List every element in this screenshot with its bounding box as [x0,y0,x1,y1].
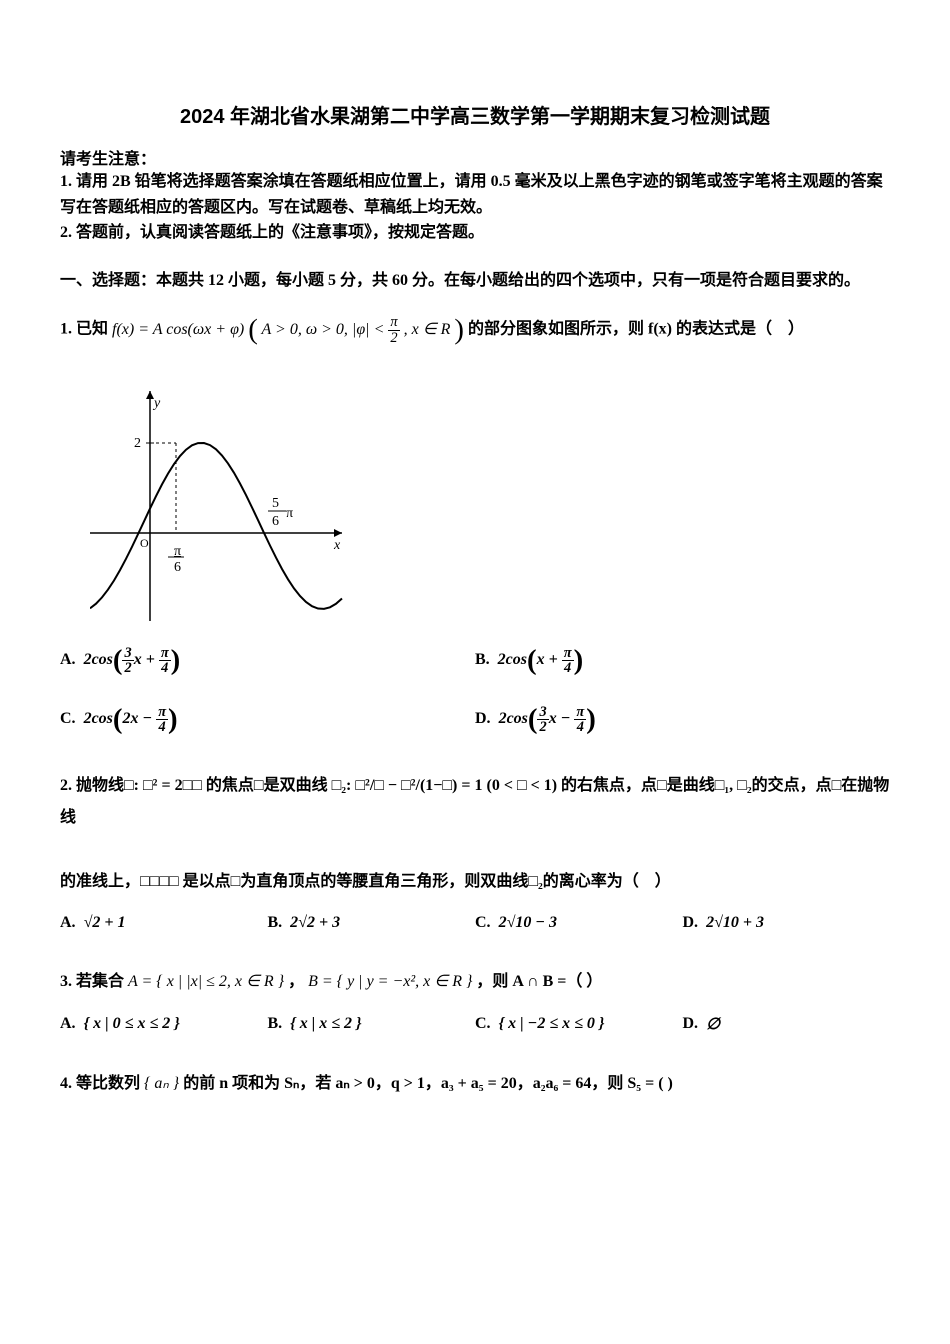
section-1-head: 一、选择题：本题共 12 小题，每小题 5 分，共 60 分。在每小题给出的四个… [60,268,890,294]
notice-head: 请考生注意： [60,145,890,169]
q3-option-a: A. { x | 0 ≤ x ≤ 2 } [60,1014,268,1034]
q4-stem: 4. 等比数列 { aₙ } 的前 n 项和为 Sₙ，若 aₙ > 0，q > … [60,1068,890,1100]
option-label: C. [475,1015,491,1033]
q1-pre: 1. 已知 [60,321,112,338]
q3-opt-a-expr: { x | 0 ≤ x ≤ 2 } [84,1015,180,1033]
q2-opt-c-expr: 2√10 − 3 [499,914,557,932]
q3-opt-d-expr: ∅ [706,1014,720,1034]
q3-setA: A = { x | |x| ≤ 2, x ∈ R } [128,973,284,990]
option-label-c: C. [60,710,76,728]
x-tick-5pi6: 5 6 [272,496,283,529]
q2-option-c: C. 2√10 − 3 [475,914,683,932]
q1-opt-d-expr: 2cos(32x − π4) [499,703,596,736]
q3-option-d: D. ∅ [683,1014,891,1034]
q2-opt-a-expr: √2 + 1 [84,914,126,932]
q3-option-b: B. { x | x ≤ 2 } [268,1014,476,1034]
q1-option-a: A. 2cos(32x + π4) [60,644,475,677]
q1-opt-a-expr: 2cos(32x + π4) [84,644,181,677]
option-label-a: A. [60,651,76,669]
notice-line-2: 2. 答题前，认真阅读答题纸上的《注意事项》，按规定答题。 [60,220,890,246]
q2-opt-d-expr: 2√10 + 3 [706,914,764,932]
option-label: C. [475,914,491,932]
q1-options: A. 2cos(32x + π4) B. 2cos(x + π4) C. 2co… [60,644,890,762]
q3-pre: 3. 若集合 [60,973,128,990]
y-tick-label: 2 [134,436,141,451]
q1-stem: 1. 已知 f(x) = A cos(ωx + φ) ( A > 0, ω > … [60,301,890,359]
q3-stem: 3. 若集合 A = { x | |x| ≤ 2, x ∈ R } ， B = … [60,966,890,998]
cosine-graph: 2 O y x π 6 5 6 π [90,383,350,623]
q1-option-c: C. 2cos(2x − π4) [60,703,475,736]
q1-opt-b-expr: 2cos(x + π4) [498,644,584,677]
q3-option-c: C. { x | −2 ≤ x ≤ 0 } [475,1014,683,1034]
option-label: D. [683,1015,699,1033]
q3-post: ，则 A ∩ B =（ ） [476,973,602,990]
option-label-d: D. [475,710,491,728]
x-tick-5pi6-pi: π [286,506,293,521]
option-label: D. [683,914,699,932]
x-tick-pi6: π 6 [174,544,185,575]
q4-mid: 的前 n 项和为 Sₙ，若 aₙ > 0，q > 1，a₃ + a₅ = 20，… [183,1075,673,1092]
q2-opt-b-expr: 2√2 + 3 [290,914,340,932]
origin-label: O [140,536,149,550]
q2-option-b: B. 2√2 + 3 [268,914,476,932]
q3-setB: B = { y | y = −x², x ∈ R } [308,973,472,990]
notice-line-1: 1. 请用 2B 铅笔将选择题答案涂填在答题纸相应位置上，请用 0.5 毫米及以… [60,169,890,220]
q4-pre: 4. 等比数列 [60,1075,144,1092]
q2-stem-2: 的准线上，□□□□ 是以点□为直角顶点的等腰直角三角形，则双曲线□₂的离心率为（… [60,866,890,898]
option-label: B. [268,914,283,932]
q2-stem-1: 2. 抛物线□: □² = 2□□ 的焦点□是双曲线 □₂: □²/□ − □²… [60,770,890,834]
option-label-b: B. [475,651,490,669]
q1-option-b: B. 2cos(x + π4) [475,644,890,677]
q2-option-a: A. √2 + 1 [60,914,268,932]
option-label: B. [268,1015,283,1033]
q1-post: 的部分图象如图所示，则 f(x) 的表达式是（ ） [468,321,804,338]
q1-opt-c-expr: 2cos(2x − π4) [84,703,178,736]
q1-formula: f(x) = A cos(ωx + φ) ( A > 0, ω > 0, |φ|… [112,321,468,338]
q3-options: A. { x | 0 ≤ x ≤ 2 } B. { x | x ≤ 2 } C.… [60,1014,890,1060]
q1-chart: 2 O y x π 6 5 6 π [90,383,890,628]
q1-option-d: D. 2cos(32x − π4) [475,703,890,736]
y-axis-label: y [152,396,161,411]
option-label: A. [60,1015,76,1033]
q3-mid: ， [288,973,308,990]
exam-title: 2024 年湖北省水果湖第二中学高三数学第一学期期末复习检测试题 [60,100,890,129]
q3-opt-c-expr: { x | −2 ≤ x ≤ 0 } [499,1015,605,1033]
q2-option-d: D. 2√10 + 3 [683,914,891,932]
x-axis-label: x [333,538,341,553]
q3-opt-b-expr: { x | x ≤ 2 } [290,1015,361,1033]
option-label: A. [60,914,76,932]
q4-seq: { aₙ } [144,1075,179,1092]
q2-options: A. √2 + 1 B. 2√2 + 3 C. 2√10 − 3 D. 2√10… [60,914,890,958]
